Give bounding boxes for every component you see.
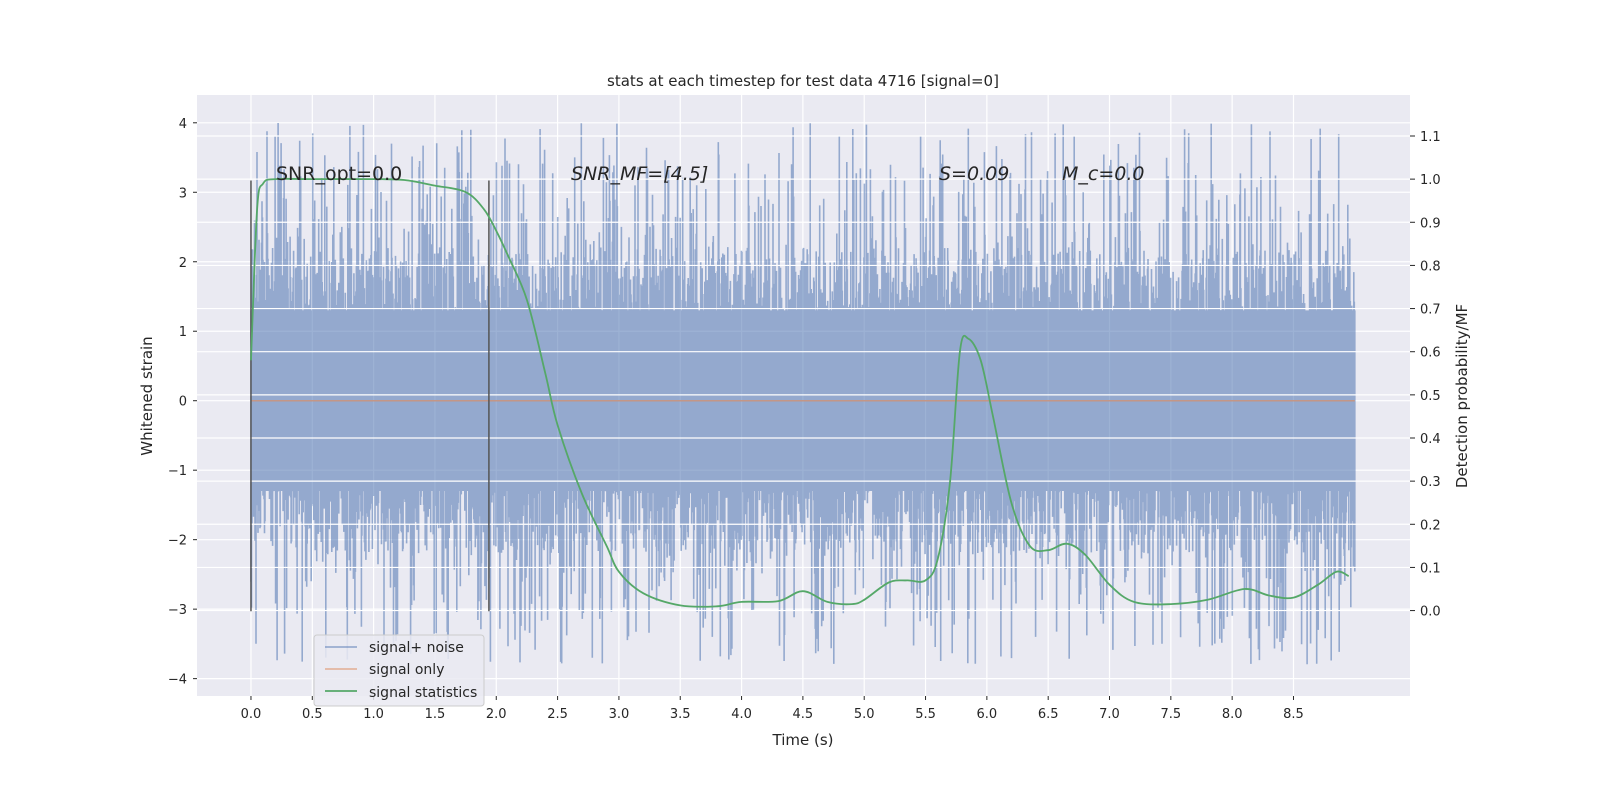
x-tick-label: 2.0 — [486, 707, 507, 722]
y-tick-label: −3 — [168, 603, 187, 618]
legend-label-noise: signal+ noise — [369, 640, 464, 656]
y-right-tick-label: 1.0 — [1420, 173, 1441, 188]
vertical-markers — [250, 180, 490, 612]
y-right-tick-label: 0.3 — [1420, 475, 1441, 490]
x-tick-label: 7.0 — [1099, 707, 1120, 722]
annotation-snr-opt: SNR_opt=0.0 — [276, 163, 402, 185]
x-tick-label: 0.5 — [302, 707, 323, 722]
x-tick-label: 5.5 — [915, 707, 936, 722]
y-right-tick-label: 0.8 — [1420, 259, 1441, 274]
y-right-tick-label: 0.9 — [1420, 216, 1441, 231]
legend: signal+ noise signal only signal statist… — [313, 634, 485, 707]
x-tick-label: 3.5 — [670, 707, 691, 722]
annotations: SNR_opt=0.0 SNR_MF=[4.5] S=0.09 M_c=0.0 — [276, 163, 1144, 185]
x-tick-label: 8.0 — [1222, 707, 1243, 722]
y-right-tick-label: 1.1 — [1420, 130, 1441, 145]
y-tick-label: 0 — [179, 395, 187, 410]
x-tick-label: 6.5 — [1038, 707, 1059, 722]
x-tick-label: 7.5 — [1160, 707, 1181, 722]
annotation-mc: M_c=0.0 — [1062, 163, 1144, 185]
y-tick-label: −2 — [168, 534, 187, 549]
annotation-s: S=0.09 — [939, 163, 1009, 185]
x-tick-label: 1.5 — [425, 707, 446, 722]
x-tick-label: 1.0 — [363, 707, 384, 722]
legend-label-signal: signal only — [369, 662, 444, 678]
signal-statistics-series — [250, 177, 1350, 608]
y-right-tick-label: 0.6 — [1420, 346, 1441, 361]
x-axis-label: Time (s) — [772, 731, 834, 749]
x-tick-label: 5.0 — [854, 707, 875, 722]
y-axis-right-label: Detection probability/MF — [1453, 304, 1471, 488]
chart-title: stats at each timestep for test data 471… — [607, 72, 999, 90]
y-tick-label: 3 — [179, 186, 187, 201]
y-tick-label: 4 — [179, 117, 187, 132]
y-right-tick-label: 0.1 — [1420, 561, 1441, 576]
y-right-tick-label: 0.7 — [1420, 303, 1441, 318]
y-right-tick-label: 0.0 — [1420, 605, 1441, 620]
annotation-snr-mf: SNR_MF=[4.5] — [571, 163, 708, 185]
axis-ticks: 0.0 0.5 1.0 1.5 2.0 2.5 3.0 3.5 4.0 4.5 5.0 5.5 6.0 6… — [168, 117, 1441, 722]
y-tick-label: 1 — [179, 325, 187, 340]
y-right-tick-label: 0.5 — [1420, 389, 1441, 404]
x-tick-label: 8.5 — [1283, 707, 1304, 722]
legend-label-stat: signal statistics — [369, 685, 477, 701]
y-tick-label: 2 — [179, 256, 187, 271]
x-tick-label: 4.5 — [793, 707, 814, 722]
x-tick-label: 2.5 — [547, 707, 568, 722]
legend-box — [313, 634, 485, 707]
y-axis-label: Whitened strain — [138, 336, 156, 455]
x-tick-label: 0.0 — [241, 707, 262, 722]
y-tick-label: −4 — [168, 673, 187, 688]
x-tick-label: 4.0 — [731, 707, 752, 722]
grid-right — [197, 135, 1410, 612]
y-right-tick-label: 0.4 — [1420, 432, 1441, 447]
y-tick-label: −1 — [168, 464, 187, 479]
y-right-tick-label: 0.2 — [1420, 518, 1441, 533]
x-tick-label: 3.0 — [609, 707, 630, 722]
x-tick-label: 6.0 — [977, 707, 998, 722]
